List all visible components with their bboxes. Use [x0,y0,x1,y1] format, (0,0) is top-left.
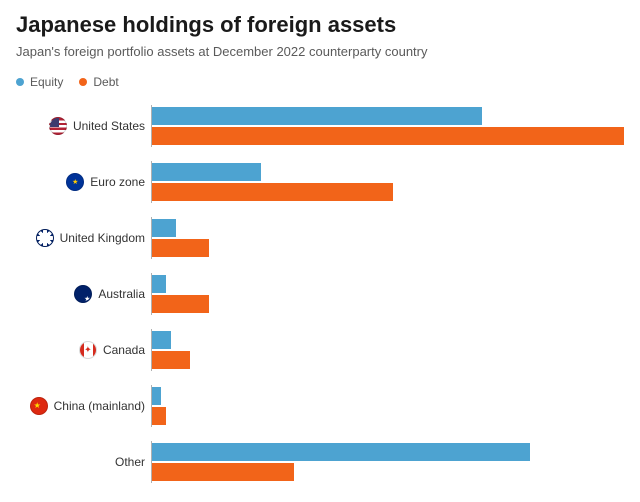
equity-bar [152,163,261,181]
legend: Equity Debt [16,75,624,89]
chart-row: Other [16,441,624,483]
debt-bar [152,183,393,201]
equity-bar [152,443,530,461]
chart-row: China (mainland) [16,385,624,427]
row-label: United Kingdom [16,229,151,247]
chart-row: Euro zone [16,161,624,203]
equity-bar [152,387,161,405]
row-label-text: Canada [103,343,145,357]
chart-title: Japanese holdings of foreign assets [16,12,624,38]
chart-row: United States [16,105,624,147]
flag-spacer [91,453,109,471]
debt-bar [152,127,624,145]
row-bars [151,161,624,203]
row-bars [151,273,624,315]
debt-bar [152,239,209,257]
row-bars [151,105,624,147]
uk-flag-icon [36,229,54,247]
us-flag-icon [49,117,67,135]
row-label: Canada [16,341,151,359]
au-flag-icon [74,285,92,303]
row-label-text: Other [115,455,145,469]
legend-item-debt: Debt [79,75,118,89]
debt-bar [152,351,190,369]
legend-swatch-equity [16,78,24,86]
row-label: Other [16,453,151,471]
equity-bar [152,107,482,125]
debt-bar [152,295,209,313]
chart-row: United Kingdom [16,217,624,259]
row-bars [151,441,624,483]
eu-flag-icon [66,173,84,191]
row-label: Euro zone [16,173,151,191]
equity-bar [152,219,176,237]
row-label-text: Australia [98,287,145,301]
row-bars [151,329,624,371]
row-label-text: United Kingdom [60,231,145,245]
bar-chart: United States Euro zone United Kingdom Aust… [16,105,624,483]
equity-bar [152,331,171,349]
row-label-text: Euro zone [90,175,145,189]
row-label: China (mainland) [16,397,151,415]
row-label: United States [16,117,151,135]
chart-row: Australia [16,273,624,315]
ca-flag-icon [79,341,97,359]
row-bars [151,217,624,259]
cn-flag-icon [30,397,48,415]
chart-subtitle: Japan's foreign portfolio assets at Dece… [16,44,624,59]
legend-label-debt: Debt [93,75,118,89]
row-label-text: China (mainland) [54,399,145,413]
legend-swatch-debt [79,78,87,86]
legend-label-equity: Equity [30,75,63,89]
row-label: Australia [16,285,151,303]
chart-row: Canada [16,329,624,371]
debt-bar [152,463,294,481]
legend-item-equity: Equity [16,75,63,89]
equity-bar [152,275,166,293]
debt-bar [152,407,166,425]
row-label-text: United States [73,119,145,133]
row-bars [151,385,624,427]
